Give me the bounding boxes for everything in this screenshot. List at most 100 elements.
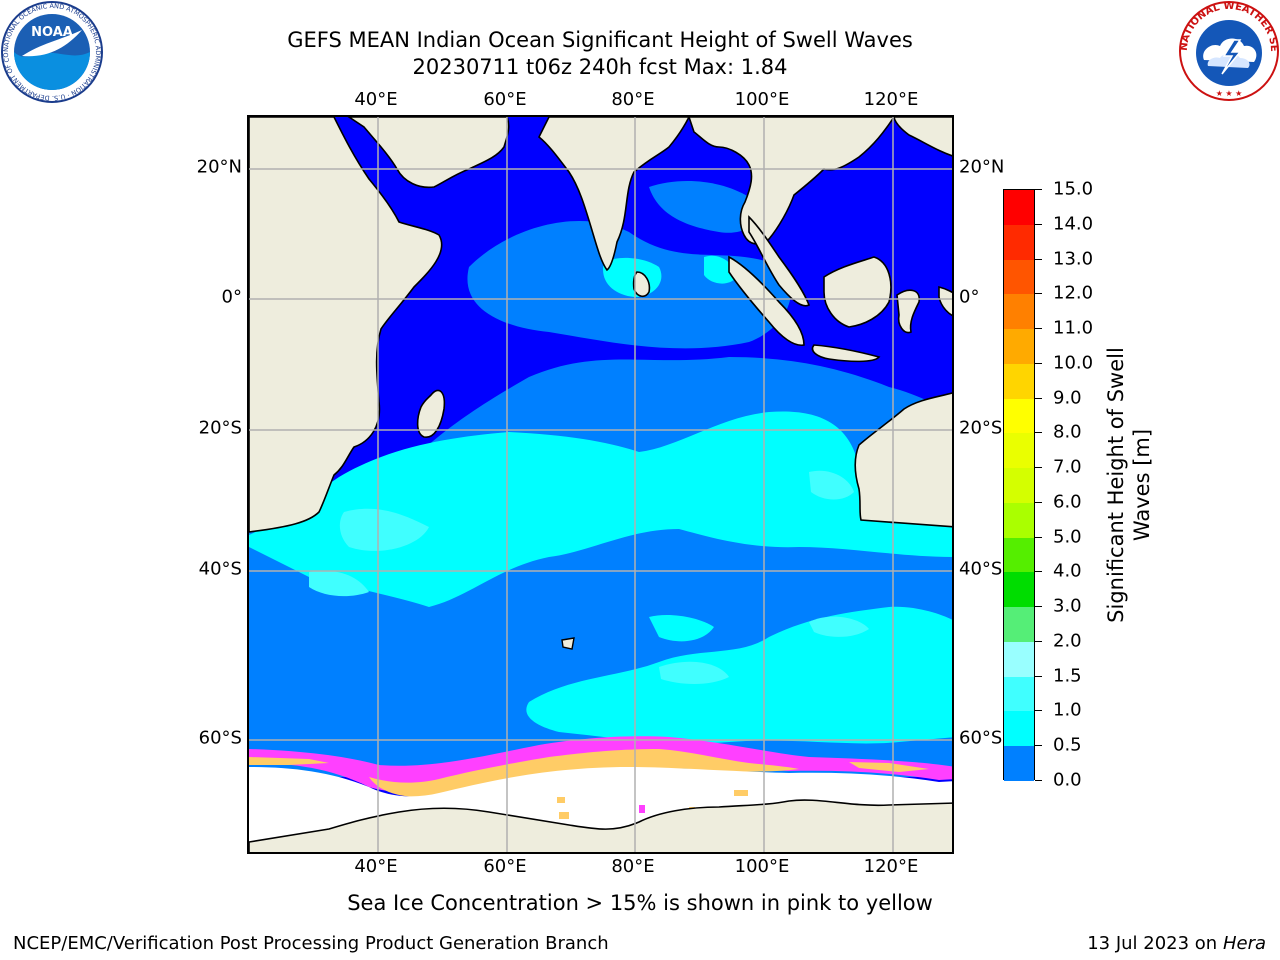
map-title: GEFS MEAN Indian Ocean Significant Heigh…	[287, 28, 913, 52]
colorbar-tick-label: 13.0	[1053, 248, 1094, 270]
borneo-land	[823, 256, 892, 328]
sri-lanka-land	[632, 271, 651, 298]
colorbar-tick-label: 2.0	[1053, 630, 1082, 652]
map-subtitle: 20230711 t06z 240h fcst Max: 1.84	[412, 55, 788, 79]
colorbar-tick-label: 0.0	[1053, 769, 1082, 791]
colorbar-tick-mark	[1035, 780, 1042, 781]
colorbar-label-line1: Significant Height of Swell	[1104, 347, 1128, 623]
lat-tick-left-60s: 60°S	[198, 727, 242, 749]
colorbar-segment	[1004, 190, 1034, 226]
map-panel	[247, 115, 954, 854]
colorbar-tick-label: 7.0	[1053, 456, 1082, 478]
swell-height-map	[249, 117, 952, 852]
credit-line: NCEP/EMC/Verification Post Processing Pr…	[13, 933, 609, 954]
colorbar-tick-mark	[1035, 293, 1042, 295]
sulawesi-land	[896, 289, 920, 334]
graticule	[249, 117, 952, 852]
lon-tick-top-100e: 100°E	[734, 89, 790, 110]
colorbar-tick-label: 0.5	[1053, 734, 1082, 756]
lon-tick-bottom-100e: 100°E	[734, 856, 790, 877]
footer-date: 13 Jul 2023 on	[1087, 933, 1218, 954]
madagascar-land	[416, 389, 446, 438]
colorbar-tick-label: 9.0	[1053, 387, 1082, 409]
colorbar-tick-mark	[1035, 189, 1042, 190]
lat-tick-right-0: 0°	[959, 286, 980, 308]
colorbar-tick-label: 3.0	[1053, 595, 1082, 617]
nws-logo: NATIONAL WEATHER SERVICE ★ ★ ★	[1174, 0, 1280, 102]
colorbar-segment	[1004, 259, 1034, 295]
ocean-band-15-2	[339, 508, 429, 551]
lat-tick-right-20n: 20°N	[959, 156, 1005, 178]
colorbar-tick-mark	[1035, 328, 1042, 330]
colorbar-segment	[1004, 502, 1034, 539]
colorbar-tick-mark	[1035, 640, 1042, 642]
colorbar-tick-label: 1.5	[1053, 665, 1082, 687]
colorbar-segment	[1004, 329, 1034, 365]
lon-tick-bottom-120e: 120°E	[863, 856, 919, 877]
australia-land	[854, 392, 952, 528]
colorbar-tick-mark	[1035, 571, 1042, 573]
colorbar-segment	[1004, 537, 1034, 573]
colorbar-label: Significant Height of Swell Waves [m]	[1103, 285, 1155, 685]
colorbar-segment	[1004, 607, 1034, 643]
colorbar-segment	[1004, 433, 1034, 469]
colorbar-segment	[1004, 224, 1034, 260]
colorbar-tick-label: 11.0	[1053, 317, 1094, 339]
papua-land	[938, 285, 952, 317]
colorbar-tick-mark	[1035, 467, 1042, 469]
colorbar-tick-label: 15.0	[1053, 178, 1094, 200]
lon-tick-bottom-60e: 60°E	[483, 856, 527, 877]
lat-tick-right-20s: 20°S	[959, 417, 1003, 439]
colorbar	[1003, 189, 1035, 782]
lat-tick-left-0: 0°	[221, 286, 242, 308]
colorbar-tick-mark	[1035, 397, 1042, 399]
footer-machine: Hera	[1222, 933, 1266, 954]
colorbar-tick-mark	[1035, 258, 1042, 260]
philippines-land	[893, 117, 952, 157]
colorbar-tick-label: 14.0	[1053, 213, 1094, 235]
lat-tick-right-40s: 40°S	[959, 558, 1003, 580]
noaa-text: NOAA	[31, 25, 73, 40]
colorbar-tick-label: 1.0	[1053, 699, 1082, 721]
antarctica-land	[249, 799, 952, 852]
lon-tick-bottom-80e: 80°E	[611, 856, 655, 877]
svg-text:★ ★ ★: ★ ★ ★	[1216, 89, 1243, 98]
colorbar-tick-label: 6.0	[1053, 491, 1082, 513]
lat-tick-left-20n: 20°N	[196, 156, 242, 178]
lon-tick-top-60e: 60°E	[483, 89, 527, 110]
colorbar-tick-mark	[1035, 606, 1042, 608]
colorbar-tick-mark	[1035, 710, 1042, 712]
arabia-land	[347, 117, 510, 189]
colorbar-tick-label: 5.0	[1053, 526, 1082, 548]
colorbar-segment	[1004, 363, 1034, 400]
date-line: 13 Jul 2023 on Hera	[1087, 933, 1266, 954]
africa-land	[249, 117, 443, 533]
colorbar-tick-mark	[1035, 745, 1042, 747]
java-land	[811, 344, 881, 363]
colorbar-tick-mark	[1035, 675, 1042, 677]
lon-tick-top-80e: 80°E	[611, 89, 655, 110]
colorbar-tick-label: 10.0	[1053, 352, 1094, 374]
colorbar-segment	[1004, 746, 1034, 782]
colorbar-segment	[1004, 398, 1034, 434]
lat-tick-left-40s: 40°S	[198, 558, 242, 580]
lon-tick-top-120e: 120°E	[863, 89, 919, 110]
colorbar-tick-label: 4.0	[1053, 560, 1082, 582]
colorbar-tick-mark	[1035, 362, 1042, 364]
colorbar-tick-mark	[1035, 536, 1042, 538]
lon-tick-bottom-40e: 40°E	[354, 856, 398, 877]
colorbar-segment	[1004, 294, 1034, 330]
colorbar-segment	[1004, 572, 1034, 608]
colorbar-segment	[1004, 641, 1034, 678]
india-land	[537, 117, 690, 272]
colorbar-segment	[1004, 711, 1034, 747]
colorbar-segment	[1004, 468, 1034, 504]
colorbar-tick-label: 12.0	[1053, 282, 1094, 304]
noaa-logo: NATIONAL OCEANIC AND ATMOSPHERIC ADMINIS…	[0, 0, 104, 104]
colorbar-tick-mark	[1035, 223, 1042, 225]
lon-tick-top-40e: 40°E	[354, 89, 398, 110]
kerguelen-island	[561, 637, 575, 650]
colorbar-tick-mark	[1035, 432, 1042, 434]
colorbar-tick-label: 8.0	[1053, 421, 1082, 443]
southeast-asia-land	[688, 117, 895, 245]
